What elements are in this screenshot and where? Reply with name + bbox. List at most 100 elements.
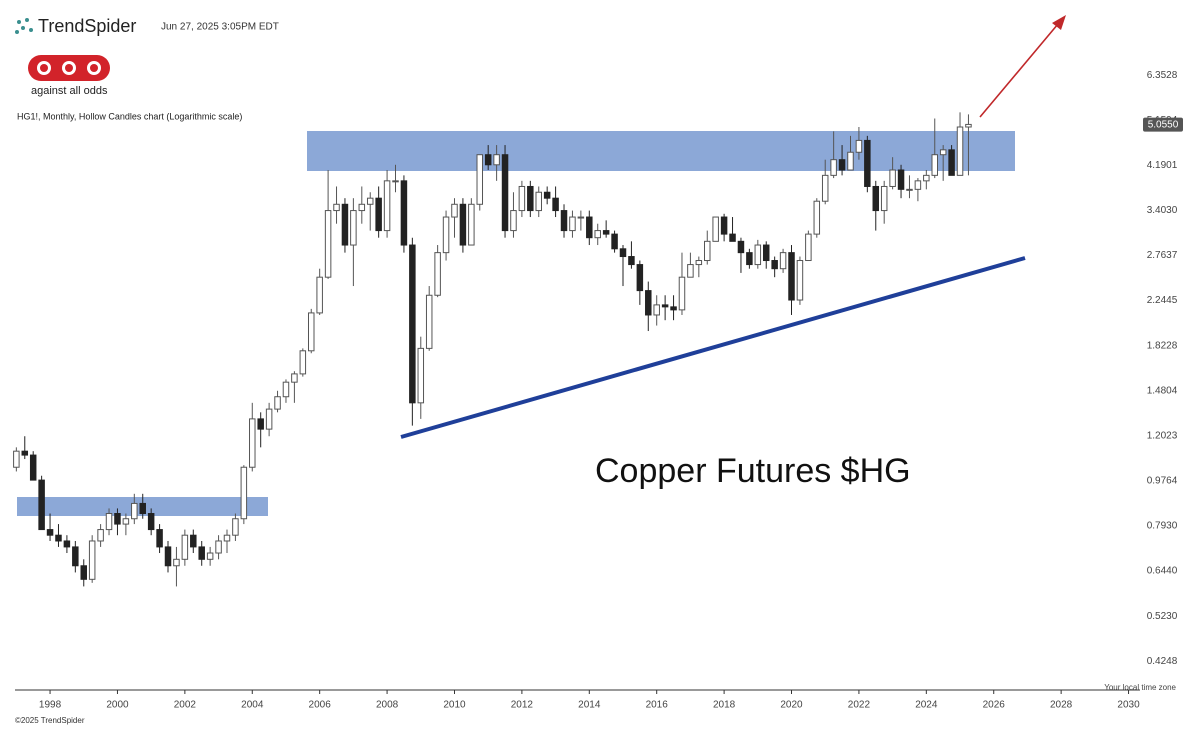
candle-body bbox=[611, 233, 618, 250]
candle-body bbox=[425, 294, 433, 349]
resistance-zone bbox=[307, 131, 1015, 171]
candle-body bbox=[38, 479, 45, 531]
brand-icon bbox=[15, 18, 33, 34]
candle-body bbox=[358, 203, 366, 212]
x-tick-label: 2012 bbox=[511, 700, 534, 711]
y-tick-label: 6.3528 bbox=[1147, 70, 1178, 81]
candle-body bbox=[956, 126, 964, 176]
candle-body bbox=[931, 154, 938, 176]
y-tick-label: 2.7637 bbox=[1147, 250, 1178, 261]
candle-body bbox=[316, 276, 323, 314]
candle-body bbox=[965, 123, 972, 128]
candle-body bbox=[451, 203, 458, 218]
candle-body bbox=[299, 350, 307, 375]
x-tick-label: 2000 bbox=[106, 700, 129, 711]
candle-body bbox=[847, 151, 854, 171]
candle-body bbox=[813, 200, 821, 235]
y-tick-label: 4.1901 bbox=[1147, 160, 1178, 171]
candle-body bbox=[459, 203, 467, 246]
candle-body bbox=[602, 230, 610, 235]
candle-body bbox=[754, 244, 762, 266]
candle-body bbox=[173, 558, 180, 567]
candle-body bbox=[788, 252, 795, 301]
candle-body bbox=[274, 396, 281, 410]
candle-body bbox=[695, 260, 703, 266]
candle-body bbox=[88, 540, 96, 580]
candle-body bbox=[476, 154, 484, 205]
x-tick-label: 2002 bbox=[174, 700, 197, 711]
y-tick-label: 0.6440 bbox=[1147, 566, 1178, 577]
candle-body bbox=[257, 418, 264, 430]
candle-body bbox=[366, 197, 374, 205]
candle-body bbox=[29, 454, 37, 481]
candle-body bbox=[645, 290, 652, 316]
candle-body bbox=[821, 174, 829, 202]
y-tick-label: 2.2445 bbox=[1147, 295, 1178, 306]
candle-body bbox=[468, 203, 475, 246]
annotation: Copper Futures $HG bbox=[595, 452, 911, 490]
arrow bbox=[979, 15, 1066, 118]
last-price-label: 5.0550 bbox=[1148, 119, 1179, 130]
y-tick-label: 0.4248 bbox=[1147, 656, 1178, 667]
x-tick-label: 2026 bbox=[983, 700, 1006, 711]
candle-body bbox=[190, 534, 197, 548]
candle-body bbox=[484, 154, 492, 166]
y-tick-label: 0.5230 bbox=[1147, 611, 1178, 622]
candle-body bbox=[114, 513, 121, 525]
candle-body bbox=[206, 552, 214, 560]
candle-body bbox=[72, 546, 79, 567]
candle-body bbox=[720, 216, 728, 235]
candle-body bbox=[122, 518, 130, 525]
candle-body bbox=[577, 216, 585, 219]
candle-body bbox=[712, 216, 719, 242]
x-tick-label: 2020 bbox=[780, 700, 803, 711]
x-tick-label: 2010 bbox=[443, 700, 466, 711]
candle-body bbox=[872, 185, 880, 212]
x-tick-label: 2030 bbox=[1117, 700, 1140, 711]
x-tick-label: 1998 bbox=[39, 700, 62, 711]
candle-body bbox=[341, 203, 349, 246]
candle-body bbox=[948, 149, 955, 176]
candle-body bbox=[552, 197, 559, 212]
candle-body bbox=[223, 534, 231, 542]
candle-body bbox=[619, 248, 627, 258]
candle-body bbox=[687, 264, 694, 278]
x-tick-label: 2028 bbox=[1050, 700, 1073, 711]
candle-body bbox=[518, 185, 526, 212]
candle-body bbox=[46, 529, 54, 536]
x-tick-label: 2004 bbox=[241, 700, 264, 711]
x-tick-label: 2022 bbox=[848, 700, 871, 711]
timestamp: Jun 27, 2025 3:05PM EDT bbox=[161, 22, 279, 33]
candle-body bbox=[527, 185, 534, 212]
candle-body bbox=[906, 188, 913, 191]
candle-body bbox=[805, 233, 812, 262]
candle-body bbox=[779, 252, 787, 270]
candle-body bbox=[830, 159, 837, 176]
candle-body bbox=[939, 149, 947, 156]
candle-body bbox=[628, 256, 635, 266]
candle-body bbox=[156, 529, 163, 548]
candle-body bbox=[434, 252, 441, 296]
candle-body bbox=[55, 534, 62, 542]
candle-body bbox=[333, 203, 340, 212]
candle-body bbox=[796, 260, 804, 301]
candle-body bbox=[97, 529, 104, 542]
y-tick-label: 3.4030 bbox=[1147, 205, 1178, 216]
candle-body bbox=[510, 210, 517, 232]
candle-body bbox=[636, 264, 644, 292]
candle-body bbox=[923, 174, 930, 182]
candle-body bbox=[493, 154, 500, 166]
candle-body bbox=[164, 546, 172, 567]
candle-body bbox=[63, 540, 71, 548]
candle-body bbox=[897, 169, 905, 190]
candle-body bbox=[21, 450, 29, 456]
candle-body bbox=[400, 180, 408, 246]
candle-body bbox=[838, 159, 846, 171]
candle-body bbox=[105, 513, 113, 531]
candle-body bbox=[653, 304, 660, 316]
brand: TrendSpider bbox=[38, 16, 136, 36]
copyright: ©2025 TrendSpider bbox=[15, 716, 85, 725]
candle-body bbox=[324, 210, 332, 278]
y-tick-label: 1.4804 bbox=[1147, 385, 1178, 396]
